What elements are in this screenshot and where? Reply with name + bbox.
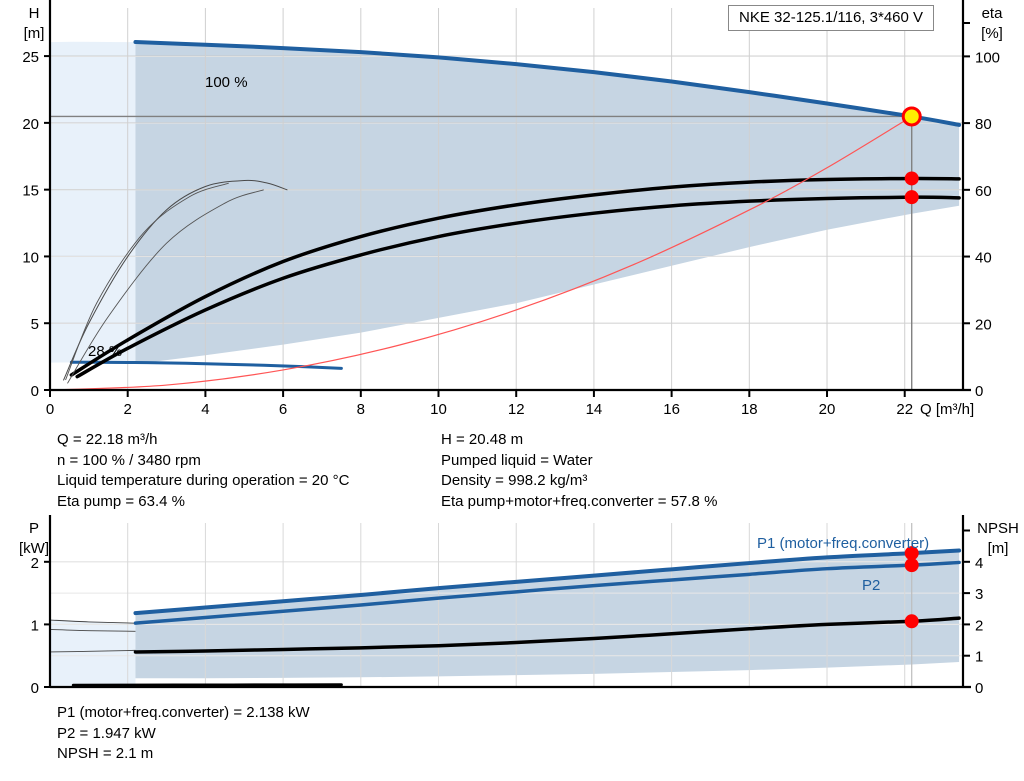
pump-model-label: NKE 32-125.1/116, 3*460 V <box>739 9 924 26</box>
tick-label-flow-20: 20 <box>819 401 836 418</box>
duty-info-left-line-2: Liquid temperature during operation = 20… <box>57 472 350 489</box>
curve-eta-reduced-speed-1 <box>67 189 264 384</box>
duty-info-right-line-2: Density = 998.2 kg/m³ <box>441 472 588 489</box>
duty-info-right-line-0: H = 20.48 m <box>441 431 524 448</box>
speed-envelope-light <box>50 41 136 389</box>
tick-label-eta-60: 60 <box>975 183 992 200</box>
curve-eta-reduced-speed-0 <box>65 182 229 381</box>
tick-label-head-15: 15 <box>22 183 39 200</box>
duty-info-left: Q = 22.18 m³/h n = 100 % / 3480 rpm Liqu… <box>57 430 349 512</box>
tick-label-eta-0: 0 <box>975 383 983 400</box>
tick-label-npsh-0: 0 <box>975 680 983 697</box>
tick-label-flow-2: 2 <box>124 401 132 418</box>
tick-label-flow-16: 16 <box>663 401 680 418</box>
head-efficiency-chart: 0 5 10 15 20 25 0 20 40 60 80 100 0 2 4 6 8 10 12 14 16 18 20 2… <box>22 0 1004 418</box>
tick-label-flow-10: 10 <box>430 401 447 418</box>
curve-p1-motor-freq-converter <box>133 548 962 616</box>
curve-eta-pump-motor-freq-converter <box>75 195 961 379</box>
axis-title-npsh-line1: NPSH <box>977 520 1019 537</box>
axis-title-flow: Q [m³/h] <box>920 401 974 418</box>
tick-label-head-5: 5 <box>31 316 39 333</box>
tick-label-flow-6: 6 <box>279 401 287 418</box>
duty-point-marker-2 <box>904 614 919 629</box>
axis-title-power-line2: [kW] <box>19 540 49 557</box>
curve-system-curve <box>49 115 913 391</box>
tick-label-flow-0: 0 <box>46 401 54 418</box>
head-efficiency-plot: 0 5 10 15 20 25 0 20 40 60 80 100 0 2 4 6 8 10 12 14 16 18 20 2… <box>22 0 1004 418</box>
tick-label-flow-18: 18 <box>741 401 758 418</box>
legend-label-p2: P2 <box>862 577 880 594</box>
duty-info-right-line-1: Pumped liquid = Water <box>441 451 593 469</box>
tick-label-head-25: 25 <box>22 49 39 66</box>
curve-npsh <box>133 616 961 654</box>
power-info-block: P1 (motor+freq.converter) = 2.138 kW P2 … <box>57 703 310 765</box>
power-info-line-2: NPSH = 2.1 m <box>57 745 154 762</box>
duty-info-left-line-3: Eta pump = 63.4 % <box>57 492 185 510</box>
curve-p2 <box>133 560 961 625</box>
duty-point-marker-2 <box>904 171 919 186</box>
tick-label-power-1: 1 <box>31 617 39 634</box>
axis-title-eta-line2: [%] <box>981 25 1003 42</box>
tick-label-flow-22: 22 <box>896 401 913 418</box>
tick-label-head-0: 0 <box>31 383 39 400</box>
duty-info-right: H = 20.48 m Pumped liquid = Water Densit… <box>441 430 717 512</box>
tick-label-npsh-4: 4 <box>975 555 983 572</box>
duty-point-marker-0 <box>904 546 919 561</box>
power-info-line-1: P2 = 1.947 kW <box>57 724 156 742</box>
duty-point-marker-1 <box>904 558 919 573</box>
axis-title-eta-line1: eta <box>982 5 1004 22</box>
axis-title-head-line2: [m] <box>24 25 45 42</box>
tick-label-flow-12: 12 <box>508 401 525 418</box>
power-npsh-plot: 0 1 2 0 1 2 3 4 P [kW] NPSH [m] P1 (motor+freq.conve… <box>19 515 1019 697</box>
duty-info-left-line-1: n = 100 % / 3480 rpm <box>57 451 201 469</box>
tick-label-head-20: 20 <box>22 116 39 133</box>
duty-info-right-line-3: Eta pump+motor+freq.converter = 57.8 % <box>441 492 718 510</box>
tick-label-power-2: 2 <box>31 555 39 572</box>
tick-label-npsh-2: 2 <box>975 617 983 634</box>
axis-title-npsh-line2: [m] <box>988 540 1009 557</box>
speed-label-100: 100 % <box>205 74 248 91</box>
tick-label-flow-8: 8 <box>357 401 365 418</box>
tick-label-eta-80: 80 <box>975 116 992 133</box>
power-info-line-0: P1 (motor+freq.converter) = 2.138 kW <box>57 704 310 721</box>
curve-h-curve-100 <box>133 40 962 127</box>
tick-label-power-0: 0 <box>31 680 39 697</box>
legend-label-p1: P1 (motor+freq.converter) <box>757 535 929 552</box>
power-npsh-chart: 0 1 2 0 1 2 3 4 P [kW] NPSH [m] P1 (motor+freq.conve… <box>0 515 1024 700</box>
power-low-flow-curve-1 <box>49 628 136 632</box>
axis-title-power-line1: P <box>29 520 39 537</box>
power-low-flow-curve-2 <box>49 649 136 653</box>
duty-point-marker-1 <box>904 190 919 205</box>
duty-info-left-line-0: Q = 22.18 m³/h <box>57 431 158 448</box>
tick-label-eta-40: 40 <box>975 250 992 267</box>
power-envelope <box>135 550 960 679</box>
curve-eta-28-reduced-speed <box>63 179 288 381</box>
tick-label-eta-20: 20 <box>975 316 992 333</box>
tick-label-flow-4: 4 <box>201 401 209 418</box>
curve-eta-pump <box>69 176 961 377</box>
tick-label-head-10: 10 <box>22 249 39 266</box>
power-low-flow-curve-0 <box>49 619 136 624</box>
tick-label-flow-14: 14 <box>586 401 603 418</box>
duty-point-marker-head <box>901 106 922 127</box>
power-envelope-light <box>50 619 136 686</box>
tick-label-npsh-1: 1 <box>975 649 983 666</box>
speed-label-28: 28 % <box>88 343 122 360</box>
pump-model-title-box: NKE 32-125.1/116, 3*460 V <box>728 5 935 32</box>
tick-label-npsh-3: 3 <box>975 586 983 603</box>
axis-title-head-line1: H <box>29 5 40 22</box>
tick-label-eta-100: 100 <box>975 49 1000 66</box>
